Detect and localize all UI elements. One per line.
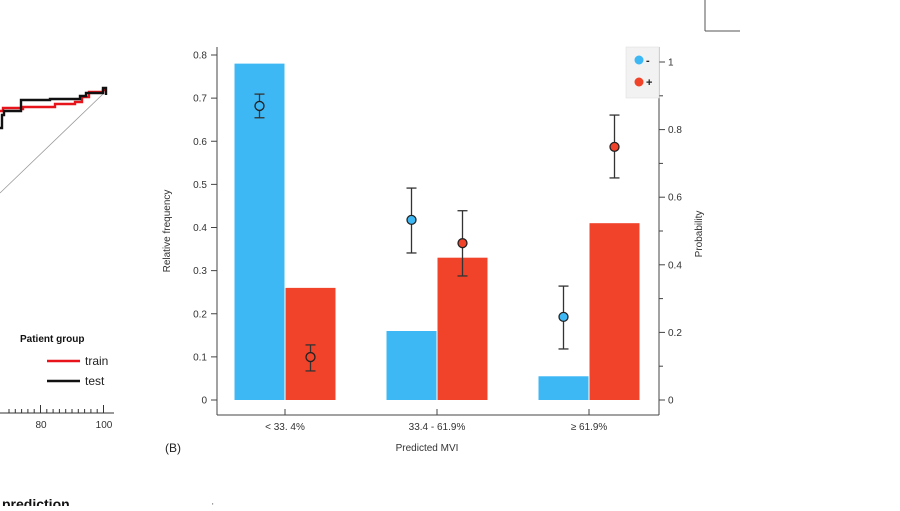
y-tick-label: 0.2 bbox=[193, 309, 207, 320]
legend: - + bbox=[625, 46, 660, 99]
point-positive-2 bbox=[609, 141, 620, 152]
legend-label-negative: - bbox=[646, 55, 650, 67]
panel-label: (B) bbox=[165, 441, 181, 455]
bars-layer bbox=[234, 63, 640, 400]
bar-negative-1 bbox=[386, 331, 437, 400]
bottom-fragment-mark: ' bbox=[212, 502, 214, 506]
legend-label-positive: + bbox=[646, 77, 652, 89]
legend-label-test: test bbox=[85, 374, 105, 388]
y2-tick-label: 0.2 bbox=[668, 328, 682, 339]
y2-tick-label: 1 bbox=[668, 58, 674, 69]
point-negative-2 bbox=[558, 311, 569, 323]
x-axis-label: Predicted MVI bbox=[396, 443, 459, 454]
y2-tick-label: 0.4 bbox=[668, 260, 682, 271]
left-partial-panel: 80 100 Patient group train test bbox=[0, 86, 114, 431]
y-tick-label: 0.4 bbox=[193, 223, 207, 234]
x-tick-label: 33.4 - 61.9% bbox=[409, 422, 466, 433]
legend-box bbox=[625, 46, 660, 99]
y2-tick-label: 0.6 bbox=[668, 193, 682, 204]
left-y-ticks: 0 0.1 0.2 0.3 0.4 0.5 0.6 0.7 0.8 bbox=[193, 51, 217, 407]
legend-marker-negative bbox=[634, 55, 644, 65]
left-x-tick-label: 100 bbox=[96, 420, 113, 431]
left-x-tick-label: 80 bbox=[35, 420, 47, 431]
point-negative-0 bbox=[254, 100, 265, 112]
test-curve bbox=[0, 86, 108, 130]
y-tick-label: 0.6 bbox=[193, 137, 207, 148]
y-tick-label: 0.5 bbox=[193, 180, 207, 191]
legend-marker-positive bbox=[634, 77, 644, 87]
point-positive-1 bbox=[457, 238, 468, 249]
reference-diagonal bbox=[0, 93, 104, 194]
legend-label-train: train bbox=[85, 354, 108, 368]
y2-tick-label: 0.8 bbox=[668, 125, 682, 136]
y-tick-label: 0.1 bbox=[193, 352, 207, 363]
y-tick-label: 0 bbox=[201, 396, 207, 407]
bar-negative-2 bbox=[538, 376, 589, 400]
x-tick-label: < 33. 4% bbox=[265, 422, 305, 433]
bar-positive-1 bbox=[437, 257, 488, 400]
bar-positive-2 bbox=[589, 223, 640, 400]
point-negative-1 bbox=[406, 214, 417, 225]
points-layer bbox=[254, 93, 620, 372]
x-ticks: < 33. 4% 33.4 - 61.9% ≥ 61.9% bbox=[265, 409, 607, 433]
panel-b-chart: 0 0.1 0.2 0.3 0.4 0.5 0.6 0.7 0.8 0 0.2 0.4 0.6 0.8 1… bbox=[162, 46, 705, 455]
panel-fragment-top-right bbox=[704, 0, 740, 32]
left-legend-title: Patient group bbox=[20, 334, 84, 345]
bar-positive-0 bbox=[285, 287, 336, 400]
bar-negative-0 bbox=[234, 63, 285, 400]
right-y-ticks: 0 0.2 0.4 0.6 0.8 1 bbox=[659, 58, 682, 407]
y-tick-label: 0.3 bbox=[193, 266, 207, 277]
left-x-minor-ticks bbox=[8, 405, 104, 413]
x-tick-label: ≥ 61.9% bbox=[571, 422, 608, 433]
point-positive-0 bbox=[305, 351, 316, 363]
y-tick-label: 0.7 bbox=[193, 94, 207, 105]
y-tick-label: 0.8 bbox=[193, 51, 207, 62]
y2-axis-label: Probability bbox=[694, 211, 705, 258]
y-axis-label: Relative frequency bbox=[162, 190, 173, 273]
y2-tick-label: 0 bbox=[668, 396, 674, 407]
bottom-fragment-text: prediction bbox=[2, 496, 70, 506]
